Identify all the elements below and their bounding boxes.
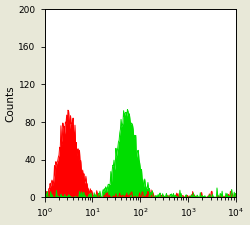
Y-axis label: Counts: Counts [6, 85, 16, 122]
